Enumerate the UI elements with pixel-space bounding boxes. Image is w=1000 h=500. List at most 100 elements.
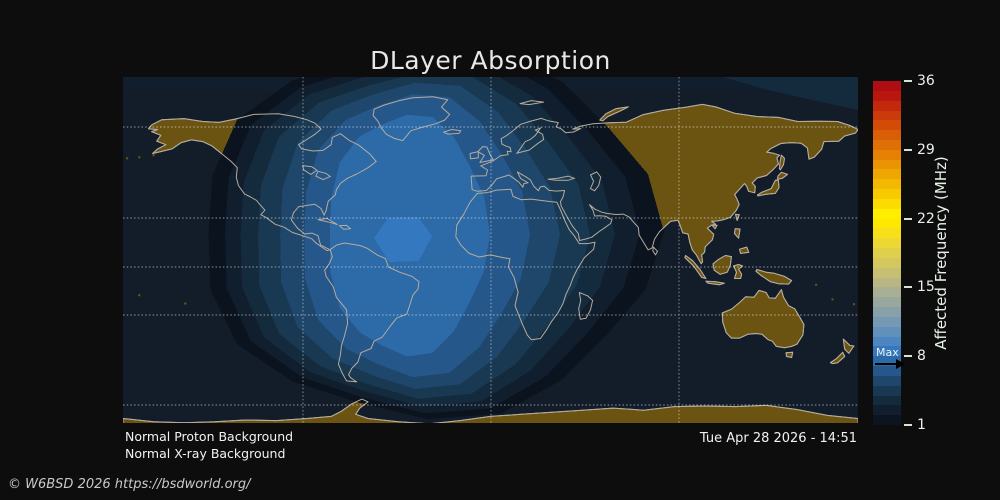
colorbar-step — [873, 395, 901, 406]
island-dot — [138, 156, 141, 159]
colorbar-step — [873, 100, 901, 111]
colorbar-step — [873, 248, 901, 258]
page-title: DLayer Absorption — [370, 46, 611, 75]
proton-status-text: Normal Proton Background — [125, 429, 294, 444]
island-dot — [184, 302, 187, 305]
colorbar-step — [873, 336, 901, 347]
colorbar-tick-label: 1 — [917, 417, 926, 433]
coastline-uk — [477, 146, 494, 163]
polar-day-wedge — [723, 77, 858, 110]
colorbar-step — [873, 375, 901, 386]
colorbar-tick-mark — [904, 80, 912, 82]
colorbar-step — [873, 257, 901, 268]
sea-outline-caspian — [589, 171, 602, 192]
colorbar-step — [873, 385, 901, 396]
colorbar-step — [873, 198, 901, 209]
coastline-afr — [455, 188, 596, 341]
colorbar-step — [873, 405, 901, 416]
sea-outline-gl1 — [302, 165, 318, 175]
coastline-sul — [733, 264, 744, 279]
sea-outline-black — [547, 175, 576, 181]
colorbar-step — [873, 287, 901, 298]
coastline-ng — [755, 269, 793, 285]
island-dot — [852, 303, 856, 306]
colorbar-step — [873, 90, 901, 101]
colorbar — [873, 81, 901, 425]
island-dot — [831, 298, 834, 301]
coastline-sum — [684, 255, 707, 279]
colorbar-tick-mark — [904, 148, 912, 151]
colorbar-step — [873, 267, 901, 278]
colorbar-tick-mark — [904, 424, 912, 426]
colorbar-tick-label: 29 — [917, 141, 935, 158]
coastline-java — [705, 280, 725, 286]
coastline-eurasia — [470, 103, 858, 265]
absorption-overlay — [123, 77, 858, 420]
coastline-cuba — [317, 218, 338, 226]
coastline-hisp — [338, 224, 352, 230]
xray-status-text: Normal X-ray Background — [125, 446, 286, 461]
coastline-ice — [443, 129, 462, 135]
colorbar-step — [873, 316, 901, 327]
coastline-hok — [776, 171, 789, 180]
colorbar-step — [873, 415, 901, 425]
coastline-ire — [469, 151, 479, 160]
absorption-band-8mhz — [374, 217, 432, 262]
coastline-mad — [578, 292, 594, 320]
colorbar-step — [873, 218, 901, 229]
colorbar-step — [873, 228, 901, 239]
colorbar-step — [873, 307, 901, 317]
coastline-sri — [652, 246, 658, 256]
colorbar-tick-label: 15 — [917, 279, 935, 296]
coastline-ant — [123, 398, 858, 423]
timestamp: Tue Apr 28 2026 - 14:51 — [699, 431, 857, 446]
colorbar-tick-mark — [904, 217, 912, 220]
coastline-nzn — [842, 338, 855, 354]
island-dot — [125, 157, 129, 160]
island-dot — [138, 294, 141, 297]
coastline-borneo — [712, 255, 732, 275]
colorbar-tick-mark — [904, 286, 912, 289]
coastline-nvz — [599, 106, 629, 122]
coastline-na — [148, 113, 377, 252]
colorbar-tick-label: 36 — [917, 73, 935, 89]
coastline-hai — [711, 224, 718, 230]
max-marker-arrow-icon — [875, 359, 905, 369]
coastline-sak — [778, 154, 785, 171]
colorbar-step — [873, 179, 901, 190]
island-dot — [152, 154, 155, 157]
coastline-layer — [123, 96, 858, 423]
island-dot — [814, 283, 818, 286]
coastline-min — [739, 246, 750, 254]
colorbar-step — [873, 326, 901, 337]
coastline-tas — [785, 351, 794, 358]
colorbar-step — [873, 120, 901, 131]
copyright: © W6BSD 2026 https://bsdworld.org/ — [8, 477, 251, 492]
colorbar-step — [873, 346, 901, 357]
sea-outline-gl2 — [315, 170, 332, 181]
coastline-sa — [324, 242, 420, 383]
colorbar-tick-mark — [904, 355, 912, 358]
colorbar-tick-label: 22 — [917, 210, 935, 227]
colorbar-axis-label: Affected Frequency (MHz) — [932, 156, 950, 350]
colorbar-step — [873, 81, 901, 91]
colorbar-step — [873, 149, 901, 160]
colorbar-step — [873, 169, 901, 180]
max-marker-label: Max — [876, 346, 899, 359]
coastline-grl — [372, 96, 451, 142]
colorbar-step — [873, 277, 901, 288]
colorbar-step — [873, 366, 901, 376]
colorbar-step — [873, 208, 901, 219]
coastline-sva — [519, 100, 545, 106]
colorbar-tick-label: 8 — [917, 348, 926, 365]
coastline-luz — [734, 228, 741, 239]
coastline-nzs — [829, 351, 846, 365]
colorbar-step — [873, 159, 901, 170]
colorbar-step — [873, 189, 901, 199]
colorbar-step — [873, 110, 901, 121]
sea-outline-baltic — [515, 126, 545, 154]
graticule — [123, 77, 858, 423]
colorbar-step — [873, 139, 901, 150]
colorbar-step — [873, 130, 901, 140]
